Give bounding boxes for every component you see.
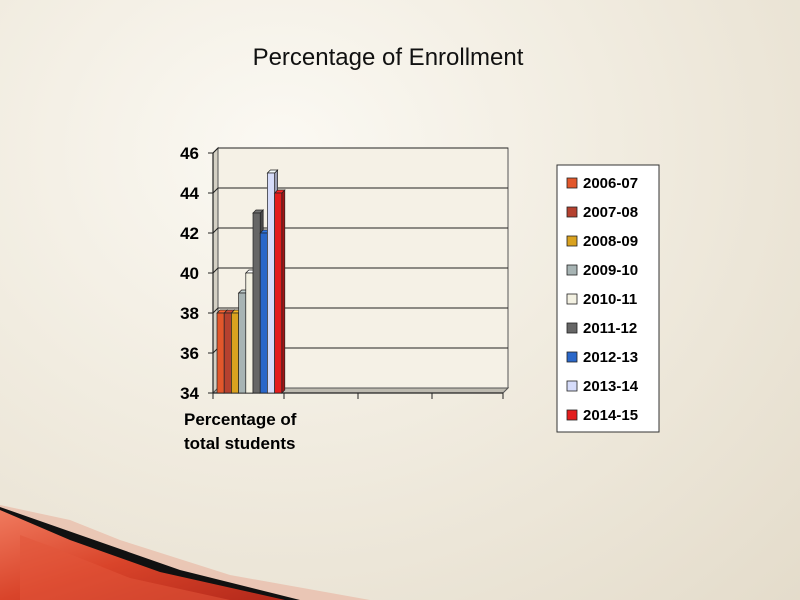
gridline bbox=[212, 147, 508, 154]
legend-swatch bbox=[566, 206, 578, 218]
legend-swatch bbox=[566, 177, 578, 189]
chart-title: Percentage of Enrollment bbox=[252, 44, 524, 71]
gridline bbox=[212, 227, 508, 234]
legend-label: 2010-11 bbox=[583, 291, 637, 308]
y-tick-label: 40 bbox=[180, 264, 199, 283]
legend-label: 2007-08 bbox=[583, 204, 638, 221]
legend-label: 2006-07 bbox=[583, 175, 638, 192]
legend-label: 2009-10 bbox=[583, 262, 638, 279]
gridline bbox=[212, 307, 508, 314]
gridline bbox=[212, 187, 508, 194]
y-tick-label: 38 bbox=[180, 304, 199, 323]
legend-label: 2014-15 bbox=[583, 407, 638, 424]
legend-label: 2008-09 bbox=[583, 233, 638, 250]
legend-swatch bbox=[566, 264, 578, 276]
legend-label: 2011-12 bbox=[583, 320, 637, 337]
legend-label: 2013-14 bbox=[583, 378, 639, 395]
legend: 2006-07 2007-08 2008-09 2009-10 2010-11 2011-… bbox=[556, 164, 660, 433]
legend-swatch bbox=[566, 380, 578, 392]
legend-swatch bbox=[566, 235, 578, 247]
y-tick-label: 34 bbox=[180, 384, 199, 403]
bar-2014-15 bbox=[273, 189, 286, 394]
gridline bbox=[212, 267, 508, 274]
x-category-label: Percentage of total students bbox=[184, 410, 297, 453]
y-tick-label: 36 bbox=[180, 344, 199, 363]
legend-swatch bbox=[566, 409, 578, 421]
plot-area: 34 36 38 40 42 44 46 Percentage of total student… bbox=[180, 144, 510, 453]
legend-label: 2012-13 bbox=[583, 349, 638, 366]
y-tick-label: 44 bbox=[180, 184, 199, 203]
legend-swatch bbox=[566, 351, 578, 363]
legend-swatch bbox=[566, 322, 578, 334]
y-tick-label: 42 bbox=[180, 224, 199, 243]
legend-swatch bbox=[566, 293, 578, 305]
y-tick-label: 46 bbox=[180, 144, 199, 163]
